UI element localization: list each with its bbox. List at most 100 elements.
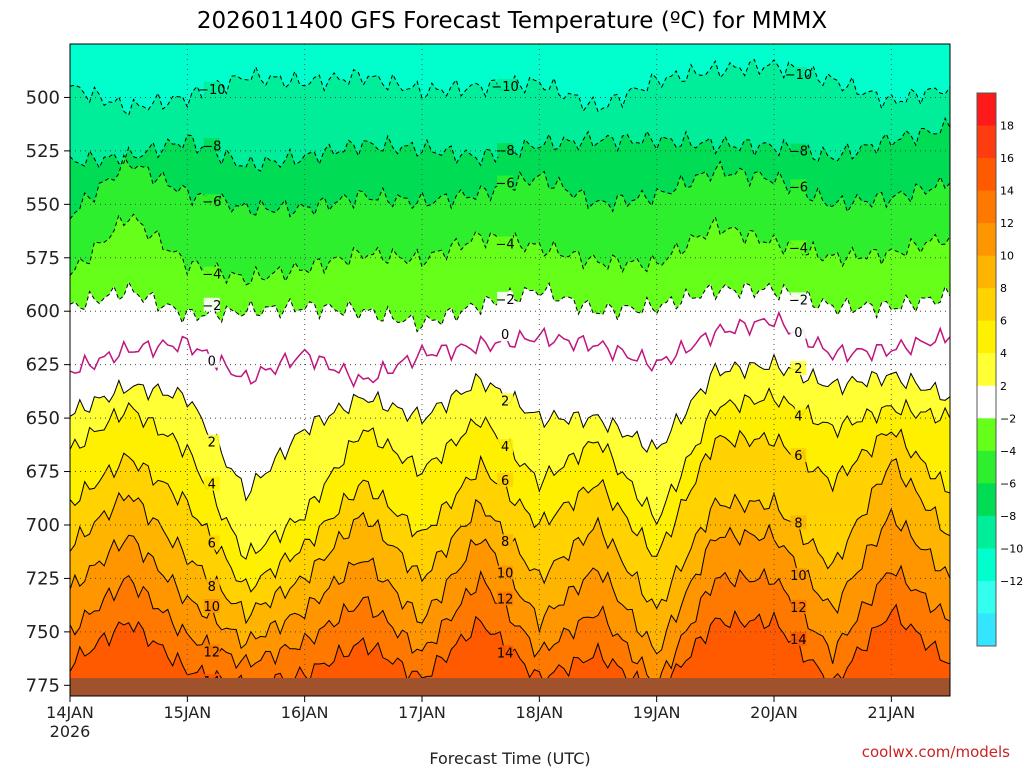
colorbar-label: 6 bbox=[1000, 315, 1007, 328]
contour-label-bg bbox=[203, 266, 220, 281]
contour-label: 12 bbox=[790, 601, 807, 616]
y-tick-label: 725 bbox=[26, 568, 60, 589]
contour-label: −6 bbox=[496, 177, 515, 192]
contour-label: 0 bbox=[208, 355, 216, 370]
contour-label-bg bbox=[790, 515, 807, 530]
plot-frame bbox=[69, 43, 951, 697]
contour-label-bg bbox=[497, 175, 514, 190]
contour-label: −10 bbox=[198, 83, 225, 98]
y-tick-label: 625 bbox=[26, 355, 60, 376]
colorbar-label: −12 bbox=[1000, 575, 1023, 588]
x-tick-label: 17JAN bbox=[398, 703, 446, 722]
contour-label: 14 bbox=[497, 646, 514, 661]
colorbar-swatch bbox=[977, 418, 996, 452]
contour-label: −8 bbox=[789, 145, 808, 160]
contour-label: −4 bbox=[789, 241, 808, 256]
colorbar-swatch bbox=[977, 158, 996, 192]
contour-label: −4 bbox=[496, 237, 515, 252]
contour-label: −6 bbox=[202, 195, 221, 210]
y-tick-label: 650 bbox=[26, 408, 60, 429]
contour-label-bg bbox=[497, 534, 514, 549]
y-tick-label: 500 bbox=[26, 87, 60, 108]
contour-label-bg bbox=[203, 434, 220, 449]
contour-label-bg bbox=[790, 324, 807, 339]
colorbar-swatch bbox=[977, 450, 996, 484]
colorbar: 18 16 14 12 10 8 6 4 2 −2 −4 −6 −8 −10 −12 bbox=[976, 92, 1023, 647]
y-axis: 500 525 550 575 600 625 650 675 700 725 750 775 bbox=[26, 87, 70, 696]
contour-label: 4 bbox=[501, 440, 509, 455]
y-tick-label: 775 bbox=[26, 675, 60, 696]
contour-label-bg bbox=[203, 476, 220, 491]
colorbar-swatch bbox=[977, 320, 996, 354]
contour-label-bg bbox=[497, 327, 514, 342]
contour-label: −2 bbox=[789, 293, 808, 308]
contour-label: 8 bbox=[794, 516, 802, 531]
contour-label-bg bbox=[790, 448, 807, 463]
colorbar-swatch bbox=[977, 515, 996, 549]
contour-fill-layer bbox=[70, 44, 950, 696]
contour-label-bg bbox=[790, 599, 807, 614]
contour-label-bg bbox=[203, 81, 220, 96]
colorbar-label: −2 bbox=[1000, 412, 1016, 425]
x-tick-sublabel: 2026 bbox=[50, 722, 91, 741]
y-tick-label: 525 bbox=[26, 141, 60, 162]
colorbar-label: 2 bbox=[1000, 380, 1007, 393]
colorbar-swatch bbox=[977, 223, 996, 257]
x-tick-label: 18JAN bbox=[515, 703, 563, 722]
contour-label: 12 bbox=[497, 592, 514, 607]
contour-label-bg bbox=[497, 291, 514, 306]
y-tick-label: 600 bbox=[26, 301, 60, 322]
contour-line-layer: −10 −10 −10 −8 −8 −8 −6 −6 −6 −4 −4 −4 −2 −2 −2 0 0 0 2 2 2 4… bbox=[70, 58, 950, 696]
colorbar-swatch bbox=[977, 125, 996, 159]
colorbar-label: 8 bbox=[1000, 282, 1007, 295]
x-tick-label: 16JAN bbox=[281, 703, 329, 722]
x-tick-label: 20JAN bbox=[750, 703, 798, 722]
contour-label: −4 bbox=[202, 268, 221, 283]
y-tick-label: 700 bbox=[26, 515, 60, 536]
contour-label-bg bbox=[203, 599, 220, 614]
contour-label: 6 bbox=[501, 474, 509, 489]
colorbar-swatch bbox=[977, 190, 996, 224]
contour-label: 6 bbox=[794, 449, 802, 464]
colorbar-label: 18 bbox=[1000, 120, 1014, 133]
ground-strip bbox=[70, 678, 950, 696]
contour-label: 0 bbox=[501, 328, 509, 343]
contour-label-bg bbox=[790, 66, 807, 81]
contour-label-bg bbox=[203, 297, 220, 312]
y-tick-label: 550 bbox=[26, 194, 60, 215]
contour-label: 4 bbox=[794, 410, 802, 425]
contour-label-bg bbox=[790, 408, 807, 423]
contour-label-bg bbox=[790, 567, 807, 582]
contour-label-bg bbox=[203, 579, 220, 594]
colorbar-swatch bbox=[977, 93, 996, 127]
contour-label: 2 bbox=[501, 394, 509, 409]
y-tick-label: 750 bbox=[26, 622, 60, 643]
credit-text: coolwx.com/models bbox=[862, 743, 1010, 761]
contour-label: 12 bbox=[204, 645, 221, 660]
contour-label: −2 bbox=[202, 299, 221, 314]
contour-label-bg bbox=[497, 439, 514, 454]
contour-label-bg bbox=[497, 591, 514, 606]
contour-label: −8 bbox=[202, 139, 221, 154]
contour-label: 14 bbox=[790, 633, 807, 648]
contour-label: 2 bbox=[208, 436, 216, 451]
contour-label-bg bbox=[203, 138, 220, 153]
colorbar-label: 16 bbox=[1000, 152, 1014, 165]
colorbar-swatch bbox=[977, 548, 996, 582]
colorbar-swatch bbox=[977, 385, 996, 419]
x-tick-label: 15JAN bbox=[163, 703, 211, 722]
y-tick-label: 575 bbox=[26, 248, 60, 269]
contour-label: 8 bbox=[208, 580, 216, 595]
contour-label: 10 bbox=[790, 569, 807, 584]
contour-label: 8 bbox=[501, 535, 509, 550]
colorbar-label: −6 bbox=[1000, 477, 1016, 490]
contour-label: 10 bbox=[204, 600, 221, 615]
colorbar-swatch bbox=[977, 580, 996, 614]
x-axis-label: Forecast Time (UTC) bbox=[429, 749, 590, 768]
x-tick-label: 21JAN bbox=[867, 703, 915, 722]
contour-label-bg bbox=[790, 361, 807, 376]
contour-label-bg bbox=[497, 393, 514, 408]
colorbar-label: 10 bbox=[1000, 250, 1014, 263]
contour-label: 2 bbox=[794, 362, 802, 377]
